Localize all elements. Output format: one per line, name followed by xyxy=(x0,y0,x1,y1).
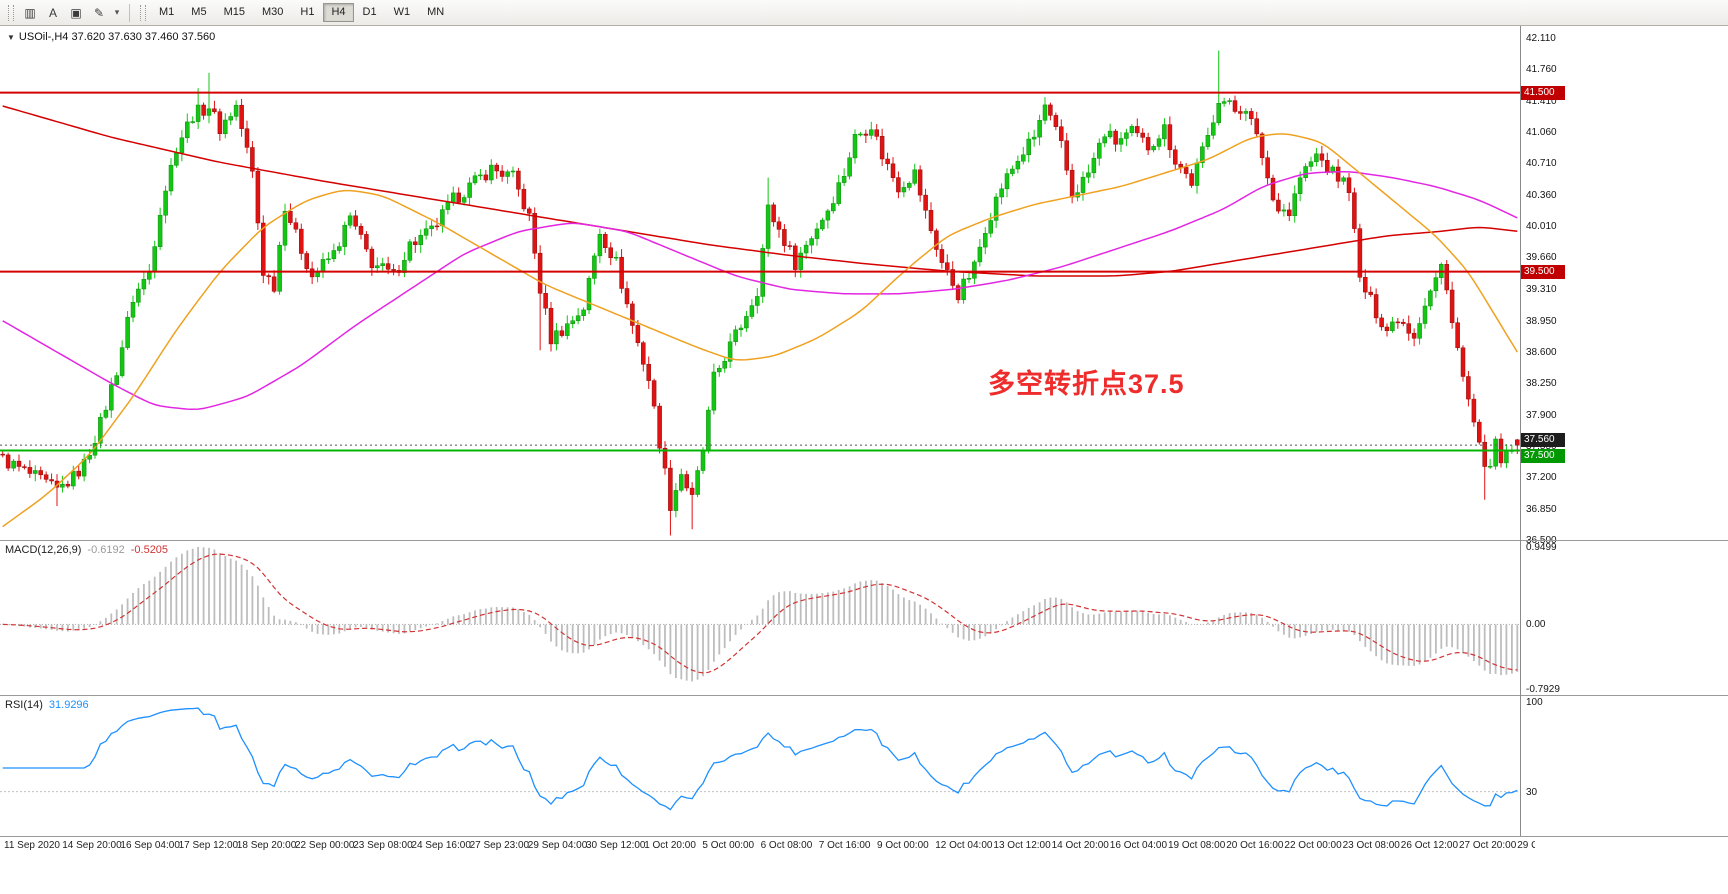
macd-plot[interactable] xyxy=(0,541,1520,695)
symbol-header: ▼ USOil-,H4 37.620 37.630 37.460 37.560 xyxy=(7,31,215,43)
price-tag-41.500: 41.500 xyxy=(1521,85,1565,100)
line-studies-icon[interactable]: ✎ xyxy=(93,5,105,20)
macd-signal-value: -0.5205 xyxy=(130,544,169,556)
tool-group: ▥ A ▣ ✎ xyxy=(19,2,110,24)
price-axis-tick: 39.310 xyxy=(1526,283,1557,295)
toolbar: ▥ A ▣ ✎ ▾ M1 M5 M15 M30 H1 H4 D1 W1 MN xyxy=(0,0,1728,26)
time-axis-label: 26 Oct 12:00 xyxy=(1400,840,1459,851)
time-axis-label: 7 Oct 16:00 xyxy=(818,840,871,851)
time-axis-label: 27 Oct 20:00 xyxy=(1459,840,1517,851)
line-studies-caret-icon[interactable]: ▾ xyxy=(114,7,120,17)
macd-label: MACD(12,26,9) -0.6192 -0.5205 xyxy=(5,544,174,556)
price-tag-37.500: 37.500 xyxy=(1521,448,1565,463)
main-plot[interactable] xyxy=(0,26,1520,540)
rsi-axis-tick: 30 xyxy=(1526,786,1538,798)
time-axis-label: 22 Sep 00:00 xyxy=(295,840,355,851)
time-axis-label: 24 Sep 16:00 xyxy=(411,840,471,851)
macd-axis-tick: 0.00 xyxy=(1526,619,1546,631)
time-axis-label: 13 Oct 12:00 xyxy=(993,840,1051,851)
macd-axis-tick: -0.7929 xyxy=(1526,684,1560,695)
rsi-plot[interactable] xyxy=(0,696,1520,836)
timeframe-M5[interactable]: M5 xyxy=(191,6,207,18)
time-axis-label: 5 Oct 00:00 xyxy=(702,840,755,851)
time-axis-label: 11 Sep 2020 xyxy=(4,840,60,851)
macd-axis-tick: 0.9499 xyxy=(1526,542,1557,553)
text-tool-icon[interactable]: A xyxy=(48,5,57,20)
time-axis-label: 29 Sep 04:00 xyxy=(527,840,588,851)
symbol-ohlc-text: USOil-,H4 37.620 37.630 37.460 37.560 xyxy=(18,31,216,43)
rsi-label: RSI(14) 31.9296 xyxy=(5,699,95,711)
template-tool-icon[interactable]: ▣ xyxy=(70,5,82,20)
toolbar-grip[interactable] xyxy=(8,4,14,21)
time-axis-label: 18 Sep 20:00 xyxy=(236,840,297,851)
time-axis-label: 22 Oct 00:00 xyxy=(1284,840,1342,851)
time-axis-label: 30 Sep 12:00 xyxy=(586,840,646,851)
price-axis-tick: 39.660 xyxy=(1526,252,1557,264)
price-axis-tick: 38.950 xyxy=(1526,315,1557,327)
price-axis-tick: 38.600 xyxy=(1526,347,1557,359)
time-axis-label: 29 Oct 04:00 xyxy=(1517,840,1535,851)
time-axis-label: 23 Sep 08:00 xyxy=(353,840,413,851)
price-axis-tick: 37.900 xyxy=(1526,409,1557,421)
price-axis-tick: 36.850 xyxy=(1526,503,1557,515)
time-axis-label: 6 Oct 08:00 xyxy=(760,840,813,851)
macd-name: MACD(12,26,9) xyxy=(5,544,82,556)
rsi-name: RSI(14) xyxy=(5,699,43,711)
timeframe-W1[interactable]: W1 xyxy=(393,6,411,18)
price-axis-tick: 41.760 xyxy=(1526,64,1557,76)
timeframe-H1[interactable]: H1 xyxy=(300,6,315,18)
time-axis-label: 19 Oct 08:00 xyxy=(1168,840,1226,851)
toolbar-separator xyxy=(129,3,130,22)
time-axis-label: 12 Oct 04:00 xyxy=(935,840,993,851)
time-axis-label: 14 Oct 20:00 xyxy=(1051,840,1109,851)
time-axis-label: 27 Sep 23:00 xyxy=(469,840,530,851)
time-axis-label: 1 Oct 20:00 xyxy=(644,840,696,851)
time-axis-label: 16 Oct 04:00 xyxy=(1109,840,1168,851)
price-tag-39.500: 39.500 xyxy=(1521,264,1565,279)
rsi-value: 31.9296 xyxy=(48,699,89,711)
timeframe-M1[interactable]: M1 xyxy=(159,6,175,18)
price-axis[interactable] xyxy=(1520,26,1521,836)
chart-mode-icon[interactable]: ▥ xyxy=(24,5,36,20)
timeframe-M30[interactable]: M30 xyxy=(261,6,284,18)
time-axis-label: 14 Sep 20:00 xyxy=(62,840,122,851)
price-axis-tick: 40.010 xyxy=(1526,220,1557,232)
time-axis-label: 20 Oct 16:00 xyxy=(1226,840,1284,851)
time-axis-label: 9 Oct 00:00 xyxy=(877,840,929,851)
time-axis[interactable]: 11 Sep 2020 14 Sep 20:00 16 Sep 04:00 17 Se… xyxy=(0,840,1535,856)
macd-panel-separator[interactable] xyxy=(0,540,1728,541)
macd-main-value: -0.6192 xyxy=(87,544,125,556)
toolbar-grip-2[interactable] xyxy=(140,4,146,21)
time-axis-separator xyxy=(0,836,1728,837)
price-tag-37.560: 37.560 xyxy=(1521,433,1565,448)
rsi-panel-separator[interactable] xyxy=(0,695,1728,696)
timeframe-M15[interactable]: M15 xyxy=(223,6,245,18)
timeframe-MN[interactable]: MN xyxy=(427,6,445,18)
time-axis-label: 16 Sep 04:00 xyxy=(120,840,180,851)
price-axis-tick: 40.360 xyxy=(1526,189,1557,201)
price-axis-tick: 40.710 xyxy=(1526,158,1557,170)
time-axis-label: 17 Sep 12:00 xyxy=(178,840,239,851)
timeframe-D1[interactable]: D1 xyxy=(362,6,377,18)
timeframe-group: M1 M5 M15 M30 H1 H4 D1 W1 MN xyxy=(151,3,452,22)
price-axis-tick: 41.410 xyxy=(1526,95,1557,107)
price-axis-tick: 38.250 xyxy=(1526,378,1557,390)
symbol-dropdown-icon[interactable]: ▼ xyxy=(7,33,15,42)
timeframe-H4[interactable]: H4 xyxy=(323,3,354,22)
price-axis-tick: 42.110 xyxy=(1526,33,1556,44)
price-axis-tick: 41.060 xyxy=(1526,126,1557,138)
rsi-axis-tick: 100 xyxy=(1526,697,1543,708)
chart-annotation: 多空转折点37.5 xyxy=(988,369,1185,399)
price-axis-tick: 37.200 xyxy=(1526,472,1557,484)
time-axis-label: 23 Oct 08:00 xyxy=(1342,840,1400,851)
